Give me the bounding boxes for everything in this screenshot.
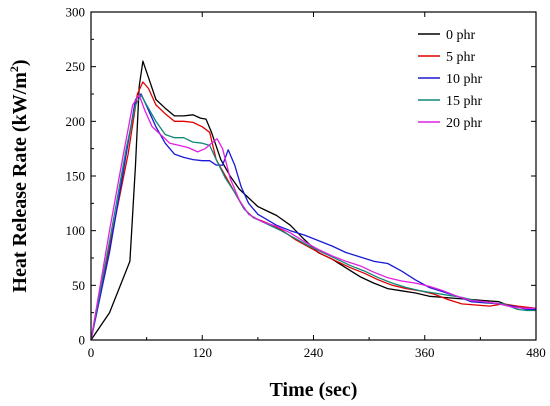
- y-tick-label: 250: [66, 59, 86, 74]
- y-tick-label: 100: [66, 223, 86, 238]
- series-layer: [90, 60, 537, 341]
- legend-label: 5 phr: [446, 50, 476, 65]
- y-tick-label: 150: [66, 169, 86, 184]
- x-tick-label: 240: [304, 345, 324, 360]
- series-line-0-phr: [90, 60, 537, 341]
- legend-label: 0 phr: [446, 28, 476, 43]
- x-tick-label: 480: [526, 345, 546, 360]
- legend: 0 phr 5 phr 10 phr 15 phr 20 phr: [418, 28, 483, 131]
- legend-label: 20 phr: [446, 116, 483, 131]
- series-line-10-phr: [90, 93, 536, 341]
- y-tick-label: 0: [79, 333, 86, 348]
- series-line-20-phr: [90, 94, 536, 341]
- series-line-5-phr: [90, 81, 537, 341]
- y-axis-title-superscript: 2: [7, 66, 21, 72]
- legend-label: 15 phr: [446, 94, 483, 109]
- y-tick-label: 200: [66, 114, 86, 129]
- legend-label: 10 phr: [446, 72, 483, 87]
- y-axis-title-main: Heat Release Rate (kW/m: [9, 72, 31, 293]
- x-tick-label: 360: [415, 345, 435, 360]
- ticks-layer: 0 120 240 360 480 0 50 100 150 200 250 300: [66, 5, 546, 361]
- y-tick-label: 300: [66, 5, 86, 20]
- x-axis-title: Time (sec): [270, 379, 358, 401]
- y-axis-title: Heat Release Rate (kW/m2): [7, 59, 31, 292]
- x-tick-label: 120: [193, 345, 213, 360]
- y-tick-label: 50: [72, 278, 85, 293]
- x-tick-label: 0: [88, 345, 95, 360]
- y-axis-title-close: ): [9, 59, 31, 66]
